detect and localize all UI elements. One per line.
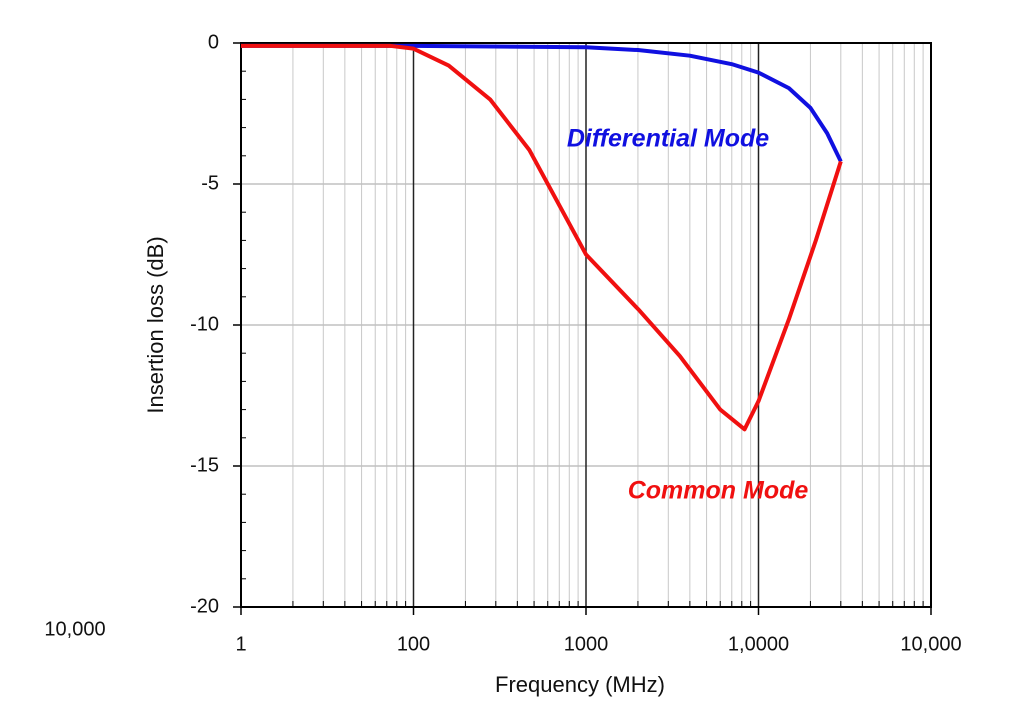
y-tick-label: 0 (208, 31, 219, 53)
y-tick-label: -5 (201, 172, 219, 194)
stray-label: 10,000 (44, 618, 105, 640)
x-tick-label: 1,0000 (728, 633, 789, 655)
x-tick-label: 100 (397, 633, 430, 655)
plot-frame (240, 42, 932, 608)
series-label: Common Mode (628, 477, 809, 505)
y-axis-label: Insertion loss (dB) (143, 236, 168, 413)
x-axis-label: Frequency (MHz) (495, 672, 665, 697)
x-tick-label: 1 (235, 633, 246, 655)
series-line (241, 43, 843, 432)
y-tick-label: -20 (190, 595, 219, 617)
x-tick-label: 10,000 (900, 633, 961, 655)
y-tick-label: -10 (190, 313, 219, 335)
series-label: Differential Mode (567, 125, 769, 153)
y-tick-label: -15 (190, 454, 219, 476)
x-tick-label: 1000 (564, 633, 609, 655)
series-line (241, 43, 843, 163)
